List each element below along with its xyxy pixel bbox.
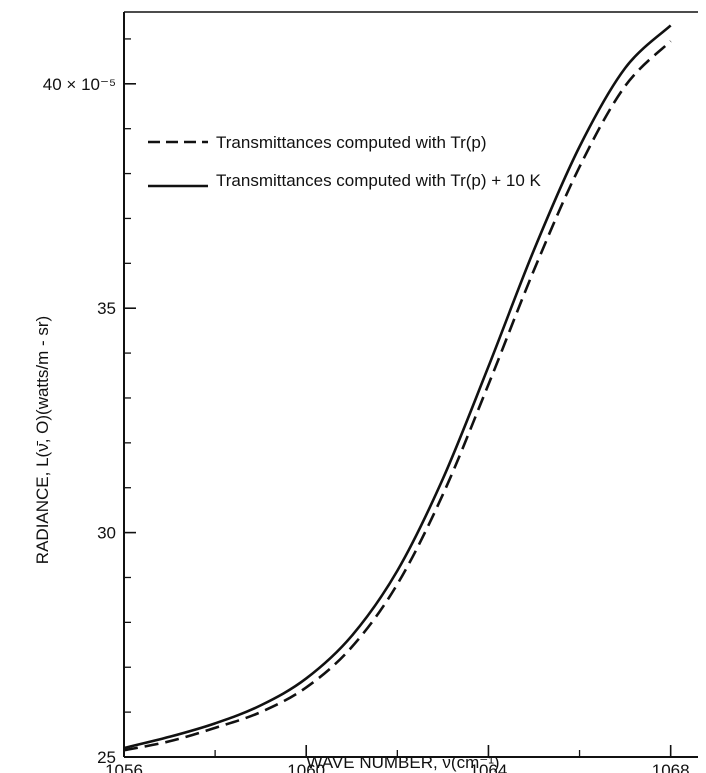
- legend-label-dashed-text: Transmittances computed with Tr(p): [216, 133, 487, 152]
- axis-ticks: [123, 38, 672, 758]
- y-tick-label-40: 40 × 10⁻⁵: [43, 75, 116, 94]
- series-line-dashed: [123, 40, 672, 752]
- x-tick-label-1056: 1056: [105, 761, 143, 773]
- y-axis-title: RADIANCE, L(ν̄, O)(watts/m - sr): [33, 316, 52, 564]
- x-tick-label-1064: 1064: [470, 761, 508, 773]
- series-layer: [123, 24, 672, 752]
- x-tick-label-1068: 1068: [652, 761, 690, 773]
- axis-tick-labels: 1056 1060 1064 1068 25 30 35 40 × 10⁻⁵: [43, 75, 690, 773]
- legend-label-solid-text: Transmittances computed with Tr(p) + 10 …: [216, 171, 542, 190]
- y-tick-label-25: 25: [97, 748, 116, 767]
- legend: Transmittances computed with Tr(p) Trans…: [148, 133, 542, 190]
- series-line-solid: [123, 24, 672, 750]
- x-tick-label-1060: 1060: [287, 761, 325, 773]
- legend-label-dashed: Transmittances computed with Tr(p): [216, 133, 487, 152]
- legend-label-solid: Transmittances computed with Tr(p) + 10 …: [216, 171, 542, 190]
- y-tick-label-30: 30: [97, 524, 116, 543]
- x-axis-title: WAVE NUMBER, ν̄(cm⁻¹): [306, 753, 499, 772]
- plot-frame: [123, 11, 698, 758]
- y-tick-label-35: 35: [97, 299, 116, 318]
